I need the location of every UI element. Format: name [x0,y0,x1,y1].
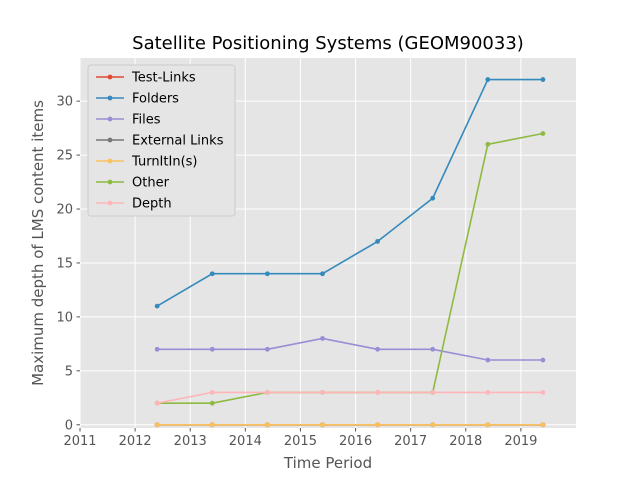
x-axis-label: Time Period [283,454,372,472]
series-line [156,78,543,307]
chart-title: Satellite Positioning Systems (GEOM90033… [132,33,524,54]
data-point [209,271,215,277]
data-point [375,422,380,428]
legend-marker [107,74,113,80]
series-turnitin-s [154,422,546,428]
data-point [430,195,436,201]
series-layer [154,77,546,428]
y-tick-label: 0 [65,418,73,433]
y-tick-label: 30 [56,95,73,110]
data-point [154,303,160,309]
x-tick-label: 2015 [284,434,317,449]
legend-marker [107,158,113,164]
legend-item: Other [96,176,170,191]
legend-marker [107,179,113,185]
data-point [264,390,270,395]
legend-item: Depth [96,197,172,212]
legend-label: Depth [132,197,172,212]
x-tick-label: 2011 [63,434,96,449]
legend-marker [107,137,113,143]
data-point [209,390,215,395]
legend-item: External Links [96,134,224,149]
data-point [375,390,380,395]
data-point [540,131,546,136]
data-point [320,390,325,395]
legend-box [87,64,236,217]
data-point [264,346,270,352]
legend-item: TurnItIn(s) [96,155,197,170]
data-point [540,422,546,428]
series-folders [154,77,546,309]
legend-label: Folders [132,92,179,107]
legend-item: Folders [96,92,179,107]
data-point [430,390,436,395]
legend-label: Test-Links [131,71,196,86]
legend-marker [107,200,113,206]
data-point [209,422,215,428]
data-point [209,400,215,406]
x-tick-label: 2013 [174,434,207,449]
x-tick-label: 2017 [394,434,427,449]
series-depth [154,390,546,406]
series-line [157,391,543,404]
data-point [430,422,436,428]
series-files [154,336,546,363]
x-tick-label: 2018 [449,434,482,449]
data-point [540,357,546,363]
data-point [540,390,546,395]
y-tick-label: 5 [65,364,73,379]
data-point [264,422,270,428]
data-point [375,238,380,244]
legend-label: Files [132,113,161,128]
legend-item: Files [96,113,161,128]
ticks: 2011 2012 2013 2014 2015 2016 2017 2018 20190510… [56,95,537,449]
legend-item: Test-Links [96,71,196,86]
x-tick-label: 2012 [119,434,152,449]
legend-marker [107,95,113,101]
x-tick-label: 2016 [339,434,372,449]
legend-label: Other [132,176,170,191]
data-point [485,390,491,395]
data-point [485,77,491,82]
data-point [264,271,270,277]
y-tick-label: 25 [56,149,73,164]
legend: Test-Links Folders Files External Links Turn… [87,64,236,217]
data-point [209,346,215,352]
data-point [154,422,160,428]
data-point [485,357,491,363]
data-point [485,141,491,147]
legend-marker [107,116,113,122]
y-axis-label: Maximum depth of LMS content items [29,100,47,386]
data-point [154,400,160,406]
legend-label: External Links [132,134,224,149]
x-tick-label: 2019 [504,434,537,449]
y-tick-label: 20 [56,203,73,218]
data-point [485,422,491,428]
data-point [154,346,160,352]
data-point [320,422,325,428]
y-tick-label: 15 [56,256,73,271]
y-tick-label: 10 [56,310,73,325]
data-point [320,336,325,341]
data-point [430,346,436,352]
data-point [375,346,380,352]
series-line [157,337,543,361]
data-point [540,77,546,82]
legend-label: TurnItIn(s) [131,155,197,170]
data-point [320,271,325,277]
x-tick-label: 2014 [229,434,262,449]
